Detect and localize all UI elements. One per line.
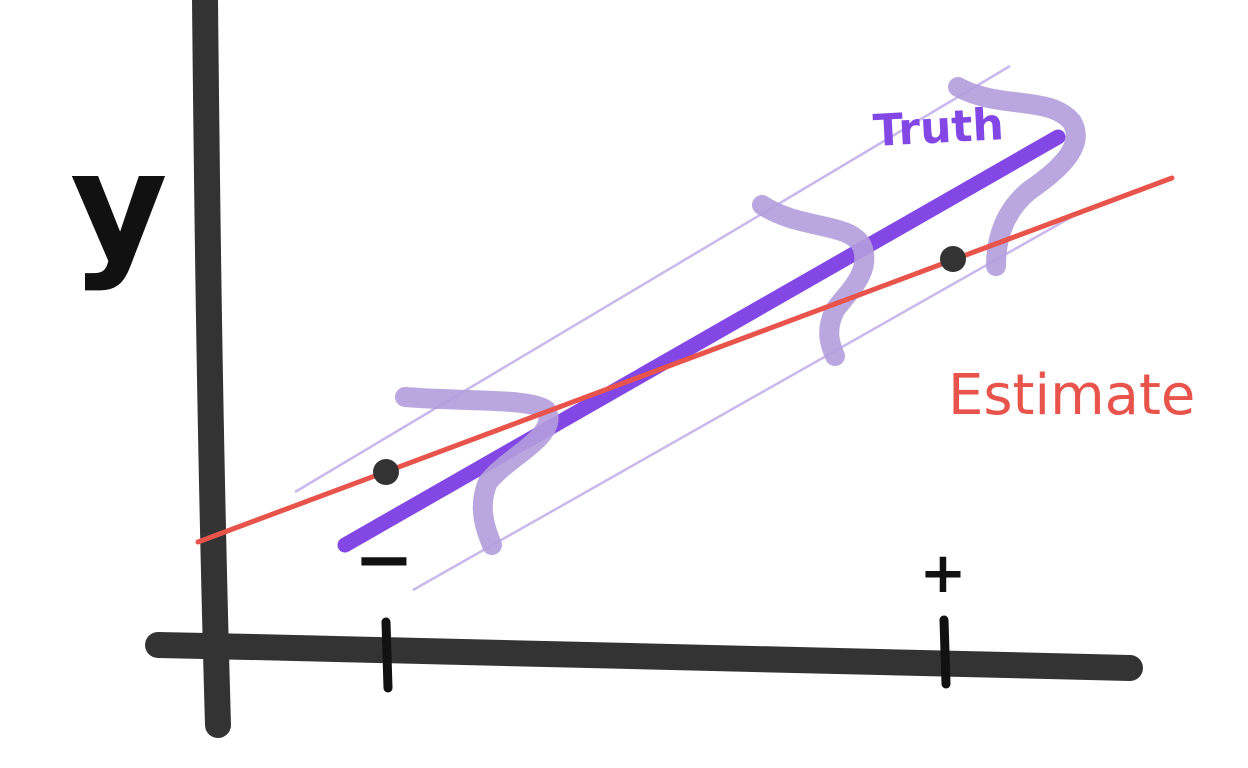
- data-point-left: [373, 459, 399, 485]
- estimate-label: Estimate: [948, 363, 1195, 428]
- band-lower-line: [412, 213, 1076, 592]
- tick-minus-label: −: [354, 517, 414, 601]
- error-curve-middle: [752, 195, 875, 366]
- truth-label: Truth: [872, 99, 1005, 157]
- y-axis-label: y: [70, 120, 168, 294]
- data-point-right: [940, 246, 966, 272]
- estimate-line: [195, 175, 1175, 545]
- error-curve-right: [948, 77, 1086, 276]
- tick-plus-label: +: [920, 541, 967, 606]
- tick-mark-plus: [939, 615, 951, 689]
- tick-mark-minus: [381, 617, 393, 693]
- band-upper-line: [294, 64, 1011, 494]
- y-axis: [192, 0, 231, 738]
- error-curve-left: [395, 387, 559, 555]
- x-axis: [145, 632, 1143, 681]
- truth-line: [337, 129, 1066, 553]
